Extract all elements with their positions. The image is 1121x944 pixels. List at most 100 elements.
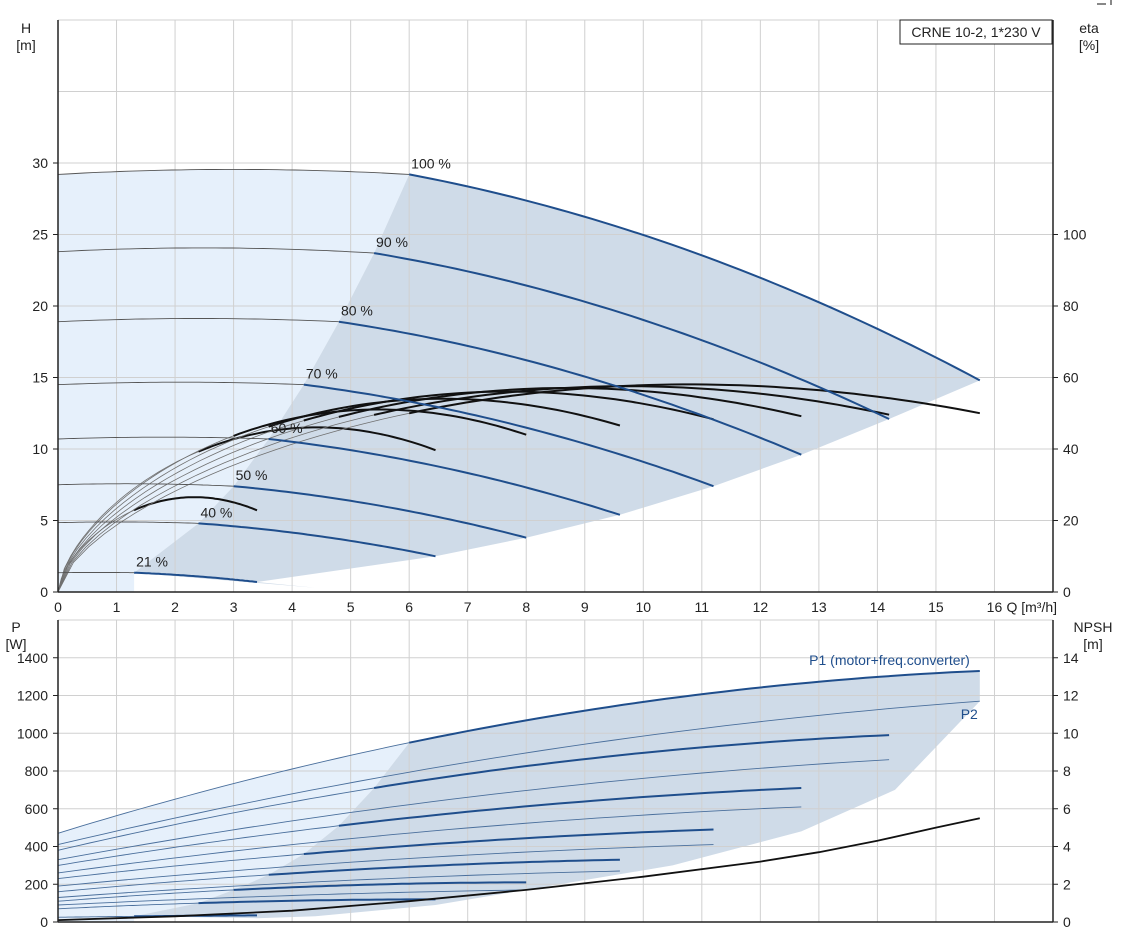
speed-label: 80 % [341, 303, 373, 319]
head-curve [198, 522, 436, 558]
eta-curve [268, 397, 621, 428]
head-curve-thin [57, 168, 410, 175]
head-curve [338, 320, 802, 456]
head-curve [303, 383, 714, 488]
head-curve [134, 571, 258, 583]
p1-curve-thin [57, 787, 375, 851]
p1-curve-thin [57, 825, 339, 866]
y-tick-label: 30 [32, 155, 48, 171]
p1-label: P1 (motor+freq.converter) [809, 652, 970, 668]
y-tick-label: 0 [40, 914, 48, 930]
y-tick-label: 20 [32, 298, 48, 314]
x-tick-label: 13 [811, 599, 827, 615]
p1-curve-thin [57, 915, 135, 918]
y-tick-label: 800 [25, 763, 49, 779]
y-axis-label: P [11, 619, 20, 635]
y2-axis-unit: [m] [1083, 636, 1102, 652]
x-tick-label: 2 [171, 599, 179, 615]
y-tick-label: 15 [32, 370, 48, 386]
y2-axis-label: eta [1079, 20, 1099, 36]
p1-curve-thin [57, 874, 269, 893]
y-tick-label: 400 [25, 839, 49, 855]
npsh-curve [57, 817, 980, 921]
head-curve-thin [57, 483, 234, 487]
x-tick-label: 0 [54, 599, 62, 615]
y-tick-label: 5 [40, 513, 48, 529]
p1-curve-thin [57, 742, 410, 834]
x-axis-label: Q [m³/h] [1006, 599, 1057, 615]
y2-tick-label: 20 [1063, 513, 1079, 529]
p2-curve [57, 870, 620, 898]
p1-curve [303, 828, 714, 855]
x-tick-label: 12 [753, 599, 769, 615]
head-curve-thin [57, 318, 339, 323]
x-tick-label: 5 [347, 599, 355, 615]
y-tick-label: 0 [40, 584, 48, 600]
speed-label: 90 % [376, 234, 408, 250]
head-panel [53, 19, 1058, 593]
y2-tick-label: 2 [1063, 876, 1071, 892]
x-tick-label: 9 [581, 599, 589, 615]
x-tick-label: 16 [987, 599, 1003, 615]
x-tick-label: 11 [695, 599, 710, 615]
y2-tick-label: 10 [1063, 725, 1079, 741]
head-curve-thin [57, 247, 375, 254]
y-axis-unit: [m] [16, 37, 35, 53]
speed-label: 50 % [236, 467, 268, 483]
head-curve-thin [58, 521, 199, 524]
speed-label: 40 % [200, 504, 232, 520]
p1-curve [408, 670, 980, 744]
corner-decoration-icon [1097, 0, 1112, 5]
head-curve-thin [57, 436, 269, 440]
x-tick-label: 8 [522, 599, 530, 615]
y2-tick-label: 0 [1063, 584, 1071, 600]
y2-tick-label: 4 [1063, 839, 1071, 855]
head-curve [373, 252, 890, 420]
y-tick-label: 1400 [17, 650, 48, 666]
x-tick-label: 7 [464, 599, 472, 615]
head-curve [409, 173, 981, 382]
p1-curve-thin [57, 853, 304, 880]
y2-tick-label: 14 [1063, 650, 1079, 666]
p1-curve [373, 734, 890, 789]
x-tick-label: 1 [113, 599, 121, 615]
x-tick-label: 4 [288, 599, 296, 615]
speed-label: 60 % [271, 420, 303, 436]
p2-curve [57, 806, 802, 874]
y-tick-label: 600 [25, 801, 49, 817]
x-tick-label: 3 [230, 599, 238, 615]
y2-tick-label: 12 [1063, 688, 1079, 704]
operating-region-dark [134, 174, 980, 588]
head-curve-thin [57, 381, 304, 386]
y-tick-label: 200 [25, 876, 49, 892]
y-tick-label: 1000 [17, 725, 48, 741]
p1-curve-thin [57, 902, 199, 910]
title-frame [899, 19, 1053, 45]
power-panel [53, 619, 1058, 923]
y2-tick-label: 60 [1063, 370, 1079, 386]
eta-curve [133, 496, 258, 512]
p2-curve [57, 844, 714, 887]
p2-curve [57, 700, 980, 846]
p2-label: P2 [961, 706, 978, 722]
eta-curve [233, 408, 527, 437]
y2-axis-unit: [%] [1079, 37, 1099, 53]
chart-title: CRNE 10-2, 1*230 V [911, 24, 1041, 40]
y2-tick-label: 40 [1063, 441, 1079, 457]
p1-curve [268, 858, 620, 876]
y-tick-label: 25 [32, 227, 48, 243]
p1-curve [338, 787, 802, 827]
p1-curve-thin [57, 889, 234, 902]
speed-label: 70 % [306, 366, 338, 382]
y-axis-unit: [W] [6, 636, 27, 652]
x-tick-label: 10 [636, 599, 652, 615]
x-tick-label: 15 [928, 599, 944, 615]
head-curve [233, 485, 527, 539]
speed-label: 100 % [411, 155, 451, 171]
p2-curve [57, 889, 527, 906]
chart-title-box [899, 19, 1053, 45]
y2-tick-label: 8 [1063, 763, 1071, 779]
y-axis-label: H [21, 20, 31, 36]
y2-tick-label: 0 [1063, 914, 1071, 930]
